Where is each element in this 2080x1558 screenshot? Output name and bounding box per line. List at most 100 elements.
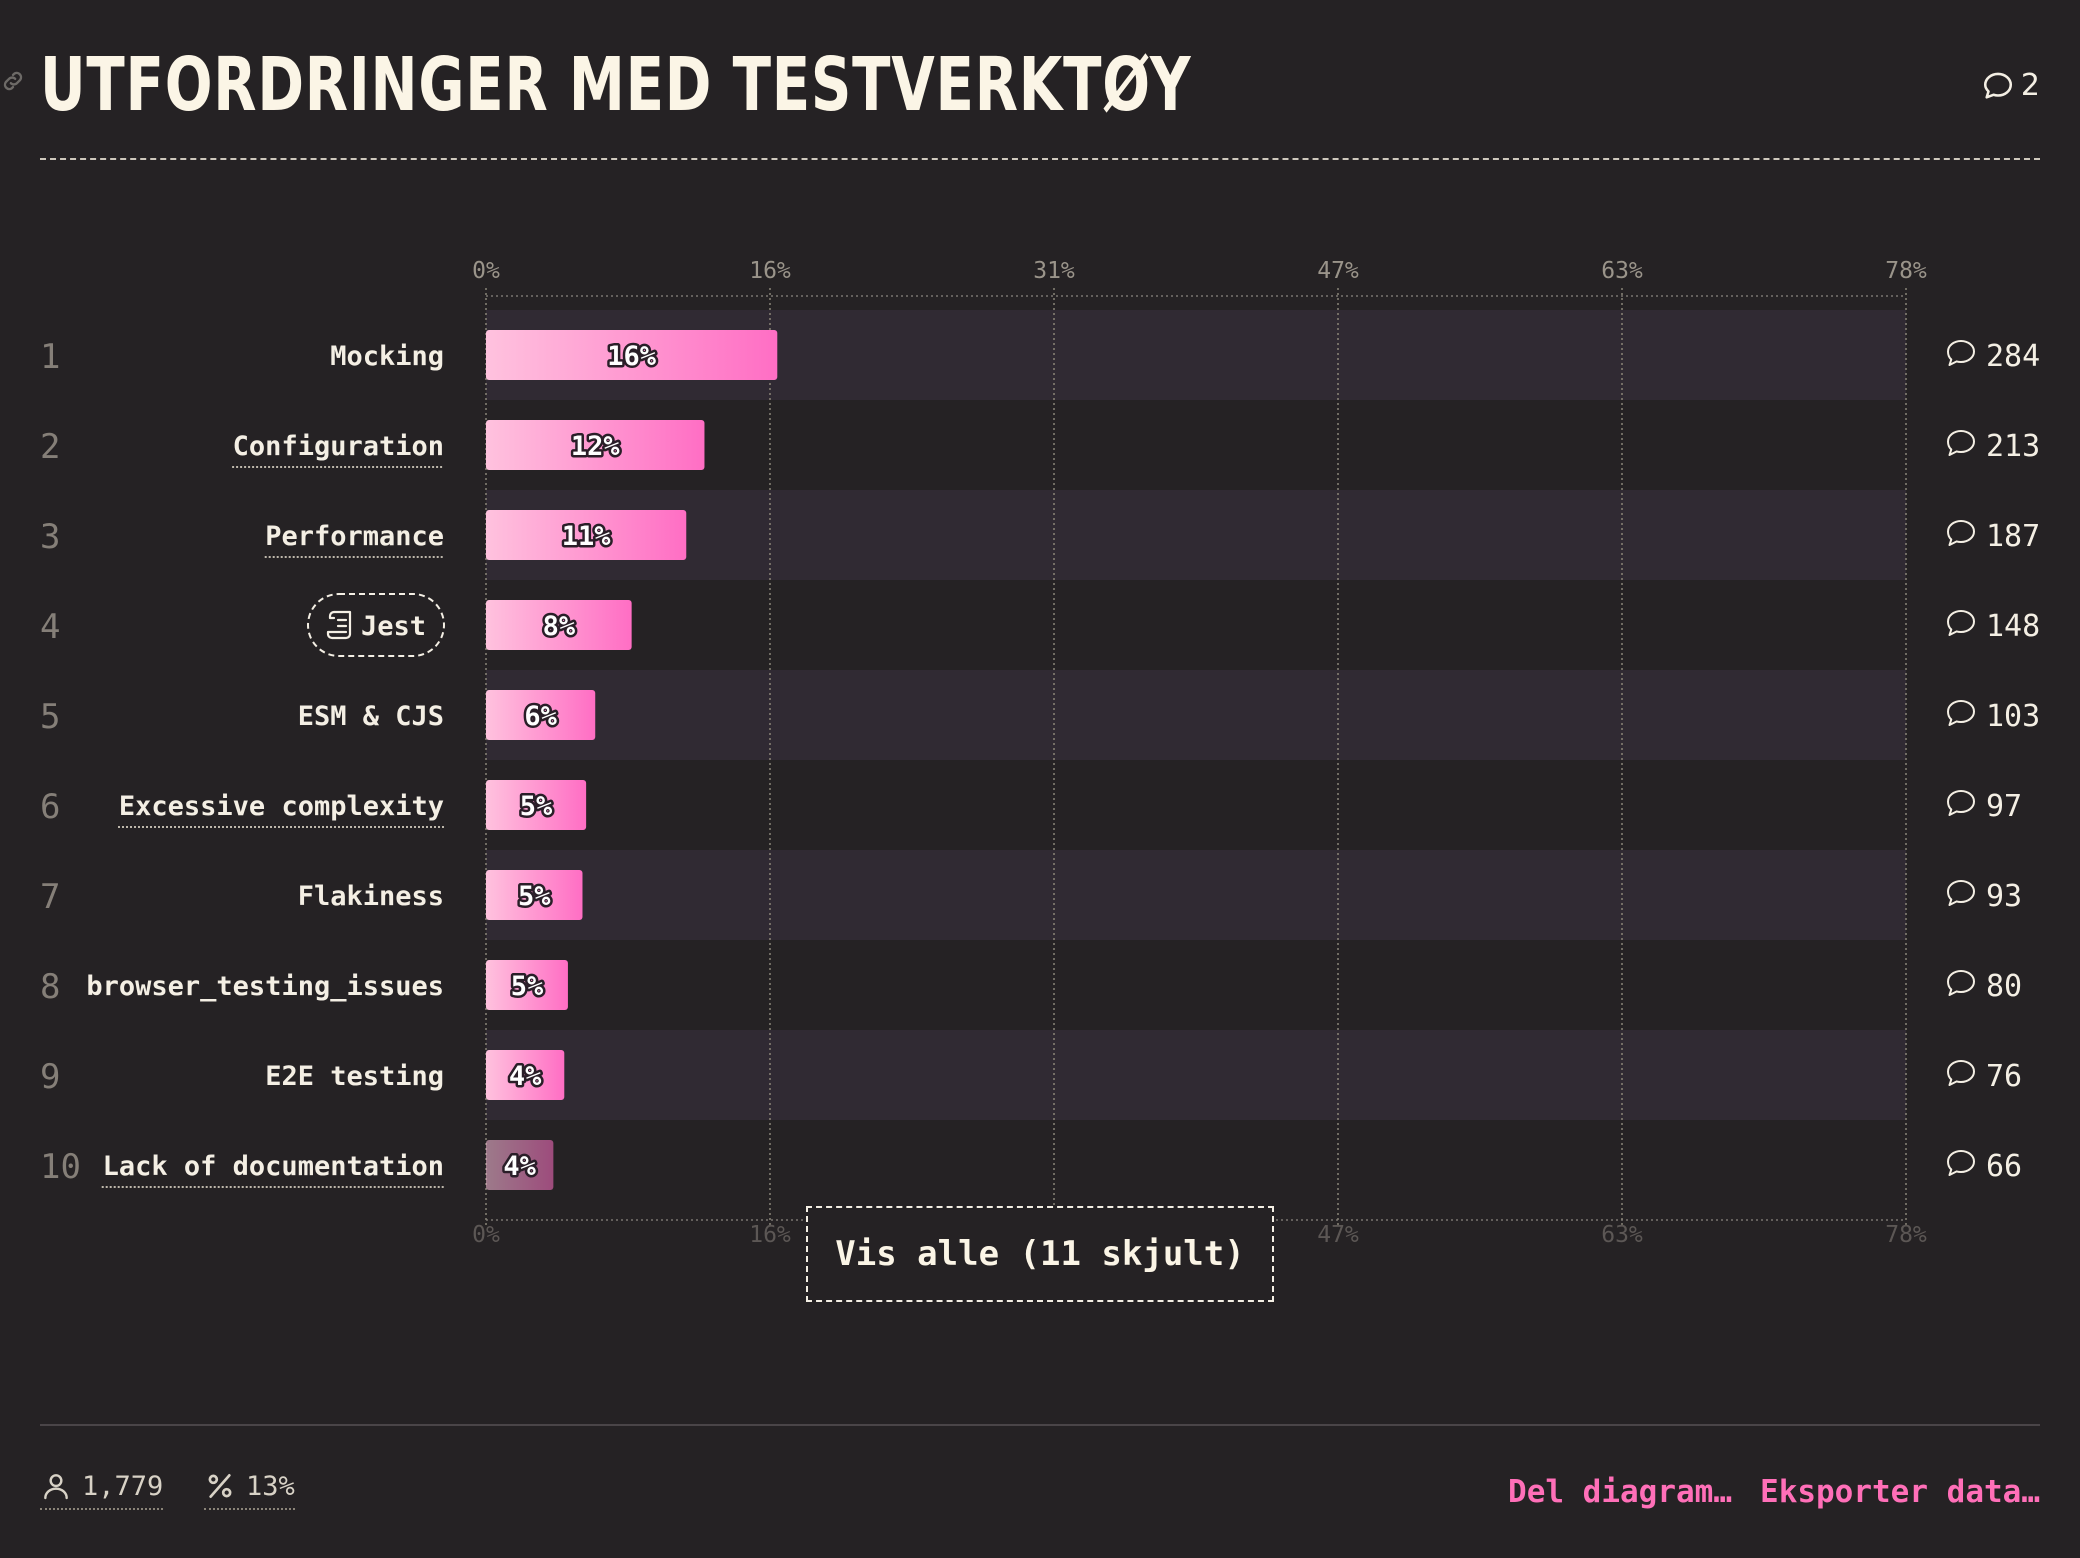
table-row[interactable]: 8 browser_testing_issues 5% 80	[40, 960, 2022, 1010]
row-label[interactable]: Configuration	[233, 431, 444, 462]
row-label[interactable]: Performance	[265, 521, 444, 552]
bar[interactable]	[486, 510, 687, 560]
bar-value-label: 16%	[607, 341, 657, 372]
bar-value-label: 12%	[571, 431, 621, 462]
comment-count[interactable]: 97	[1986, 789, 2022, 824]
bar-value-label: 5%	[511, 971, 544, 1002]
bar[interactable]	[486, 690, 596, 740]
percent-value: 13%	[246, 1470, 295, 1502]
rank-number: 4	[40, 607, 60, 647]
row-label[interactable]: browser_testing_issues	[86, 971, 444, 1002]
comment-count[interactable]: 284	[1986, 339, 2040, 374]
bar-value-label: 5%	[518, 881, 551, 912]
bar[interactable]	[486, 600, 632, 650]
x-tick-label-top: 47%	[1317, 258, 1359, 284]
user-icon	[44, 1474, 68, 1500]
table-row[interactable]: 5 ESM & CJS 6% 103	[40, 690, 2040, 740]
x-tick-label-bottom: 47%	[1317, 1222, 1359, 1248]
comment-icon	[1947, 1150, 1975, 1176]
bar-value-label: 5%	[520, 791, 553, 822]
row-label[interactable]: E2E testing	[265, 1061, 444, 1092]
comment-count[interactable]: 80	[1986, 969, 2022, 1004]
x-tick-label-bottom: 0%	[472, 1222, 500, 1248]
chart-header: UTFORDRINGER MED TESTVERKTØY 2	[3, 40, 2040, 160]
share-chart-link[interactable]: Del diagram…	[1508, 1474, 1732, 1510]
bar[interactable]	[486, 960, 568, 1010]
respondents-count: 1,779	[82, 1470, 164, 1502]
comment-count[interactable]: 93	[1986, 879, 2022, 914]
rank-number: 9	[40, 1057, 60, 1097]
rank-number: 5	[40, 697, 60, 737]
comment-count[interactable]: 66	[1986, 1149, 2022, 1184]
x-tick-label-top: 16%	[749, 258, 791, 284]
comment-icon	[1947, 340, 1975, 366]
percent-icon	[208, 1474, 232, 1498]
header-comment-count: 2	[2020, 68, 2040, 103]
bar[interactable]	[486, 780, 587, 830]
rank-number: 8	[40, 967, 60, 1007]
link-icon[interactable]	[0, 68, 26, 94]
header-comments-button[interactable]: 2	[1981, 68, 2040, 103]
bar[interactable]	[486, 1140, 554, 1190]
table-row[interactable]: 6 Excessive complexity 5% 97	[40, 780, 2022, 830]
row-label[interactable]: ESM & CJS	[298, 701, 444, 732]
x-tick-label-top: 63%	[1601, 258, 1643, 284]
bar-value-label: 11%	[562, 521, 612, 552]
bar-value-label: 4%	[509, 1061, 542, 1092]
comment-icon	[1947, 520, 1975, 546]
bar[interactable]	[486, 870, 583, 920]
comment-icon	[1947, 790, 1975, 816]
table-row[interactable]: 10 Lack of documentation 4% 66	[40, 1140, 2022, 1190]
scroll-icon	[326, 610, 352, 640]
row-label[interactable]: Mocking	[330, 341, 444, 372]
row-stripe	[486, 1030, 1906, 1120]
bar-chart: 0%0%16%16%31%31%47%47%63%63%78%78% 1Mock…	[40, 258, 2040, 1248]
comment-count[interactable]: 213	[1986, 429, 2040, 464]
row-stripe	[486, 490, 1906, 580]
comment-icon	[1947, 430, 1975, 456]
comment-count[interactable]: 148	[1986, 609, 2040, 644]
row-label[interactable]: Flakiness	[298, 881, 444, 912]
comment-count[interactable]: 187	[1986, 519, 2040, 554]
comment-count[interactable]: 103	[1986, 699, 2040, 734]
footer-divider	[40, 1424, 2040, 1426]
table-row[interactable]: 3 Performance 11% 187	[40, 510, 2040, 560]
comment-icon	[1947, 700, 1975, 726]
x-tick-label-top: 0%	[472, 258, 500, 284]
comment-icon	[1983, 72, 2012, 99]
tool-badge[interactable]	[307, 593, 445, 657]
bar[interactable]	[486, 330, 778, 380]
bar[interactable]	[486, 420, 705, 470]
x-tick-label-top: 78%	[1885, 258, 1927, 284]
table-row[interactable]: 4 Jest 8% 148	[40, 593, 2040, 657]
show-all-button[interactable]: Vis alle (11 skjult)	[806, 1206, 1274, 1302]
rank-number: 7	[40, 877, 60, 917]
row-label[interactable]: Jest	[361, 611, 426, 642]
row-stripe	[486, 670, 1906, 760]
export-data-link[interactable]: Eksporter data…	[1760, 1474, 2040, 1510]
table-row[interactable]: 7 Flakiness 5% 93	[40, 870, 2022, 920]
comment-icon	[1947, 1060, 1975, 1086]
respondents-stat[interactable]: 1,779	[40, 1470, 164, 1510]
rank-number: 2	[40, 427, 60, 467]
rank-number: 10	[40, 1147, 81, 1187]
percent-stat[interactable]: 13%	[204, 1470, 295, 1510]
comment-icon	[1947, 610, 1975, 636]
x-tick-label-top: 31%	[1033, 258, 1075, 284]
bar[interactable]	[486, 1050, 565, 1100]
x-tick-label-bottom: 63%	[1601, 1222, 1643, 1248]
x-tick-label-bottom: 16%	[749, 1222, 791, 1248]
table-row[interactable]: 2 Configuration 12% 213	[40, 420, 2040, 470]
bar-value-label: 6%	[524, 701, 557, 732]
table-row[interactable]: 1 Mocking 16% 284	[40, 330, 2040, 380]
bar-value-label: 8%	[543, 611, 576, 642]
rank-number: 3	[40, 517, 60, 557]
comment-count[interactable]: 76	[1986, 1059, 2022, 1094]
x-tick-label-bottom: 78%	[1885, 1222, 1927, 1248]
rank-number: 1	[40, 337, 60, 377]
row-label[interactable]: Lack of documentation	[103, 1151, 444, 1182]
row-label[interactable]: Excessive complexity	[119, 791, 444, 822]
chart-title: UTFORDRINGER MED TESTVERKTØY	[40, 42, 1192, 128]
table-row[interactable]: 9 E2E testing 4% 76	[40, 1050, 2022, 1100]
bar-value-label: 4%	[503, 1151, 536, 1182]
